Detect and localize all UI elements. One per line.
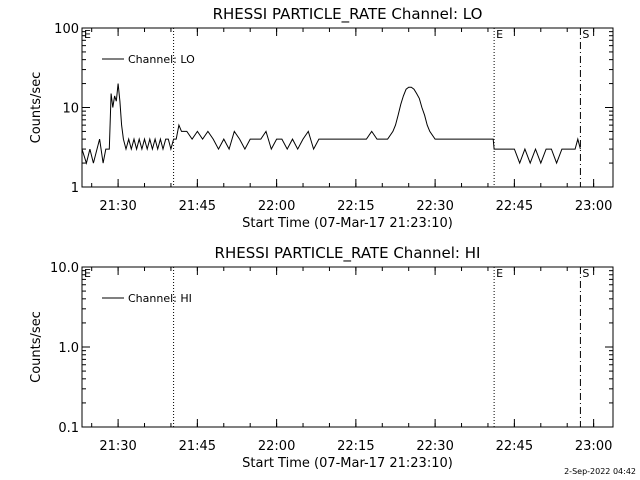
hi-y-tick-label: 0.1	[58, 421, 79, 436]
hi-y-tick-label: 1.0	[58, 341, 79, 356]
lo-x-tick-label: 23:00	[575, 199, 612, 214]
hi-channel-panel: RHESSI PARTICLE_RATE Channel: HI Start T…	[29, 244, 614, 471]
lo-x-axis-label: Start Time (07-Mar-17 21:23:10)	[242, 216, 453, 231]
lo-channel-panel: RHESSI PARTICLE_RATE Channel: LO Start T…	[29, 5, 614, 231]
hi-marker-label: S	[582, 267, 589, 280]
lo-chart-title: RHESSI PARTICLE_RATE Channel: LO	[213, 5, 483, 24]
hi-x-tick-label: 23:00	[575, 439, 612, 454]
lo-y-tick-label: 1	[71, 181, 79, 196]
lo-legend-label: Channel: LO	[128, 53, 195, 66]
hi-y-axis-label: Counts/sec	[29, 311, 44, 383]
hi-y-tick-label: 10.0	[50, 261, 79, 276]
lo-x-tick-label: 21:30	[99, 199, 136, 214]
lo-y-axis-label: Counts/sec	[29, 72, 44, 144]
hi-x-tick-label: 21:45	[179, 439, 216, 454]
lo-x-tick-label: 22:45	[496, 199, 533, 214]
lo-y-tick-label: 10	[62, 102, 79, 117]
hi-legend-label: Channel: HI	[128, 292, 192, 305]
lo-marker-label: E	[496, 28, 503, 41]
hi-x-axis-label: Start Time (07-Mar-17 21:23:10)	[242, 456, 453, 471]
hi-x-tick-label: 22:45	[496, 439, 533, 454]
hi-marker-label: E	[496, 267, 503, 280]
lo-x-tick-label: 22:00	[258, 199, 295, 214]
hi-x-tick-label: 22:00	[258, 439, 295, 454]
hi-x-tick-label: 22:15	[337, 439, 374, 454]
hi-x-tick-label: 21:30	[99, 439, 136, 454]
lo-marker-label: E	[84, 28, 91, 41]
lo-marker-label: S	[582, 28, 589, 41]
hi-x-tick-label: 22:30	[416, 439, 453, 454]
lo-y-tick-label: 100	[54, 22, 79, 37]
date-stamp: 2-Sep-2022 04:42	[564, 467, 636, 476]
lo-x-tick-label: 22:15	[337, 199, 374, 214]
lo-x-tick-label: 21:45	[179, 199, 216, 214]
lo-series-line	[81, 83, 581, 165]
hi-marker-label: E	[84, 267, 91, 280]
hi-plot-frame	[81, 266, 614, 428]
hi-chart-title: RHESSI PARTICLE_RATE Channel: HI	[215, 244, 481, 263]
lo-x-tick-label: 22:30	[416, 199, 453, 214]
lo-plot-frame	[81, 27, 614, 188]
